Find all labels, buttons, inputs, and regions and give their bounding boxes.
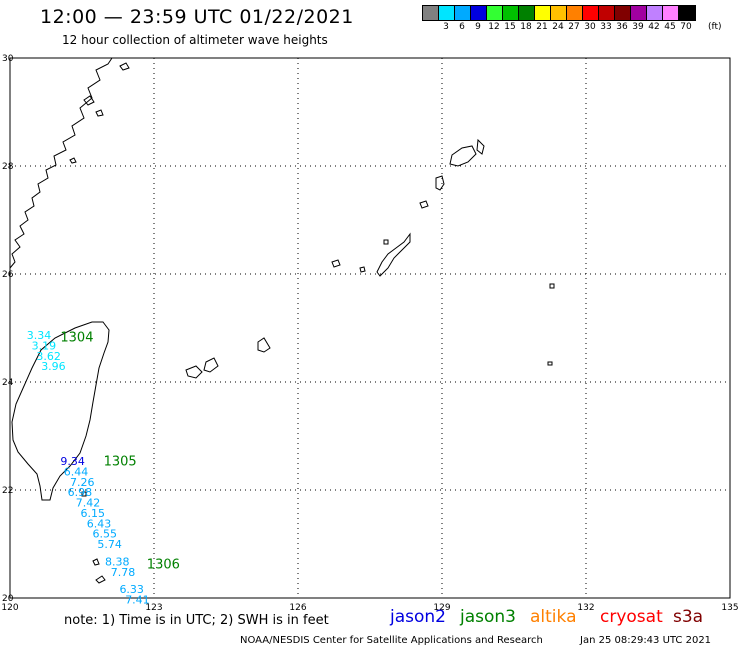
color-scale-tick-label: 30 [584,22,596,32]
color-scale-tick-label: 3 [443,22,449,32]
color-scale-tick-label: 15 [504,22,516,32]
color-swatch [583,6,599,20]
pass-number-label: 1306 [147,557,180,572]
lanyu-island [92,558,100,566]
lon-tick-label: 123 [145,603,162,613]
wave-height-label: 7.78 [111,566,136,579]
color-swatch [631,6,647,20]
lon-tick-label: 132 [577,603,594,613]
wave-height-label: 3.34 [27,329,52,342]
miyako-island [257,337,271,353]
color-scale-bar [422,5,696,21]
lat-lon-grid: 120 123 126 129 132 135 30 28 26 24 22 20 [1,54,738,613]
iriomote-island [185,365,203,379]
wave-height-points: 3.343.193.623.96 9.346.447.266.987.426.15… [27,329,180,607]
color-scale-unit: (ft) [708,22,722,32]
satellite-legend-jason2: jason2 [390,607,446,627]
color-scale-tick-label: 12 [488,22,500,32]
wave-height-label: 7.26 [70,476,95,489]
ishigaki-island [203,357,219,373]
footer-credit: NOAA/NESDIS Center for Satellite Applica… [240,635,543,646]
map-frame [9,57,731,599]
color-scale-tick-label: 45 [664,22,676,32]
color-swatch [551,6,567,20]
map-title: 12:00 — 23:59 UTC 01/22/2021 [40,6,354,28]
wave-height-label: 6.98 [68,486,93,499]
lat-tick-label: 30 [2,54,14,64]
wave-height-label: 6.44 [64,465,88,478]
lat-tick-label: 20 [2,594,14,604]
color-swatch [647,6,663,20]
coastlines [9,57,555,584]
lon-tick-label: 129 [433,603,450,613]
yakushima [449,145,477,167]
color-scale-tick-label: 21 [536,22,548,32]
color-scale-tick-label: 24 [552,22,564,32]
daito-island-south [547,361,553,366]
color-swatch [615,6,631,20]
lat-tick-label: 28 [2,162,14,172]
color-scale-tick-label: 9 [475,22,481,32]
wave-height-label: 7.41 [125,593,150,606]
color-swatch [487,6,503,20]
color-scale-tick-label: 33 [600,22,612,32]
satellite-legend-jason3: jason3 [460,607,516,627]
wave-height-label: 6.15 [81,507,106,520]
wave-height-label: 6.33 [119,583,144,596]
daito-island-north [549,283,555,289]
color-swatch [567,6,583,20]
color-swatch [423,6,439,20]
lat-tick-label: 22 [2,486,13,496]
lon-tick-label: 135 [721,603,738,613]
kerama-islands [331,239,389,273]
color-swatch [471,6,487,20]
wave-height-label: 8.38 [105,556,130,569]
lon-tick-label: 126 [289,603,306,613]
color-swatch [439,6,455,20]
lon-tick-label: 120 [1,603,18,613]
color-scale-tick-label: 42 [648,22,660,32]
footer-note: note: 1) Time is in UTC; 2) SWH is in fe… [64,613,329,628]
wave-height-label: 5.74 [97,538,122,551]
satellite-legend-s3a: s3a [673,607,704,627]
lat-tick-label: 26 [2,270,14,280]
okinawa-island [376,232,411,277]
color-swatch [599,6,615,20]
amami-oshima [435,175,445,191]
pass-number-label: 1305 [104,455,137,470]
wave-height-label: 6.55 [93,528,118,541]
batanes-islands [95,575,106,584]
wave-height-label: 7.42 [76,497,101,510]
taiwan-coastline [11,321,110,501]
color-scale-tick-label: 36 [616,22,628,32]
footer-timestamp: Jan 25 08:29:43 UTC 2021 [580,635,712,646]
color-scale-tick-label: 27 [568,22,580,32]
green-island [81,491,87,497]
map-subtitle: 12 hour collection of altimeter wave hei… [62,33,328,47]
color-scale-tick-label: 39 [632,22,644,32]
color-scale-tick-label: 18 [520,22,532,32]
color-swatch [535,6,551,20]
tanegashima [476,138,485,155]
tokunoshima [419,200,429,209]
satellite-legend-cryosat: cryosat [600,607,663,627]
wave-height-label: 3.62 [36,350,61,363]
pass-number-label: 1304 [60,331,93,346]
color-scale-tick-label: 70 [680,22,692,32]
color-swatch [503,6,519,20]
china-coastline [9,57,113,269]
wave-height-label: 9.34 [60,455,85,468]
color-swatch [663,6,679,20]
color-scale-tick-label: 6 [459,22,465,32]
color-swatch [519,6,535,20]
wave-height-label: 3.96 [41,360,65,373]
wave-height-label: 6.43 [87,517,112,530]
color-swatch [679,6,695,20]
chusan-islands [69,62,130,164]
wave-height-label: 3.19 [32,340,56,353]
color-swatch [455,6,471,20]
lat-tick-label: 24 [2,378,14,388]
satellite-legend-altika: altika [530,607,577,627]
